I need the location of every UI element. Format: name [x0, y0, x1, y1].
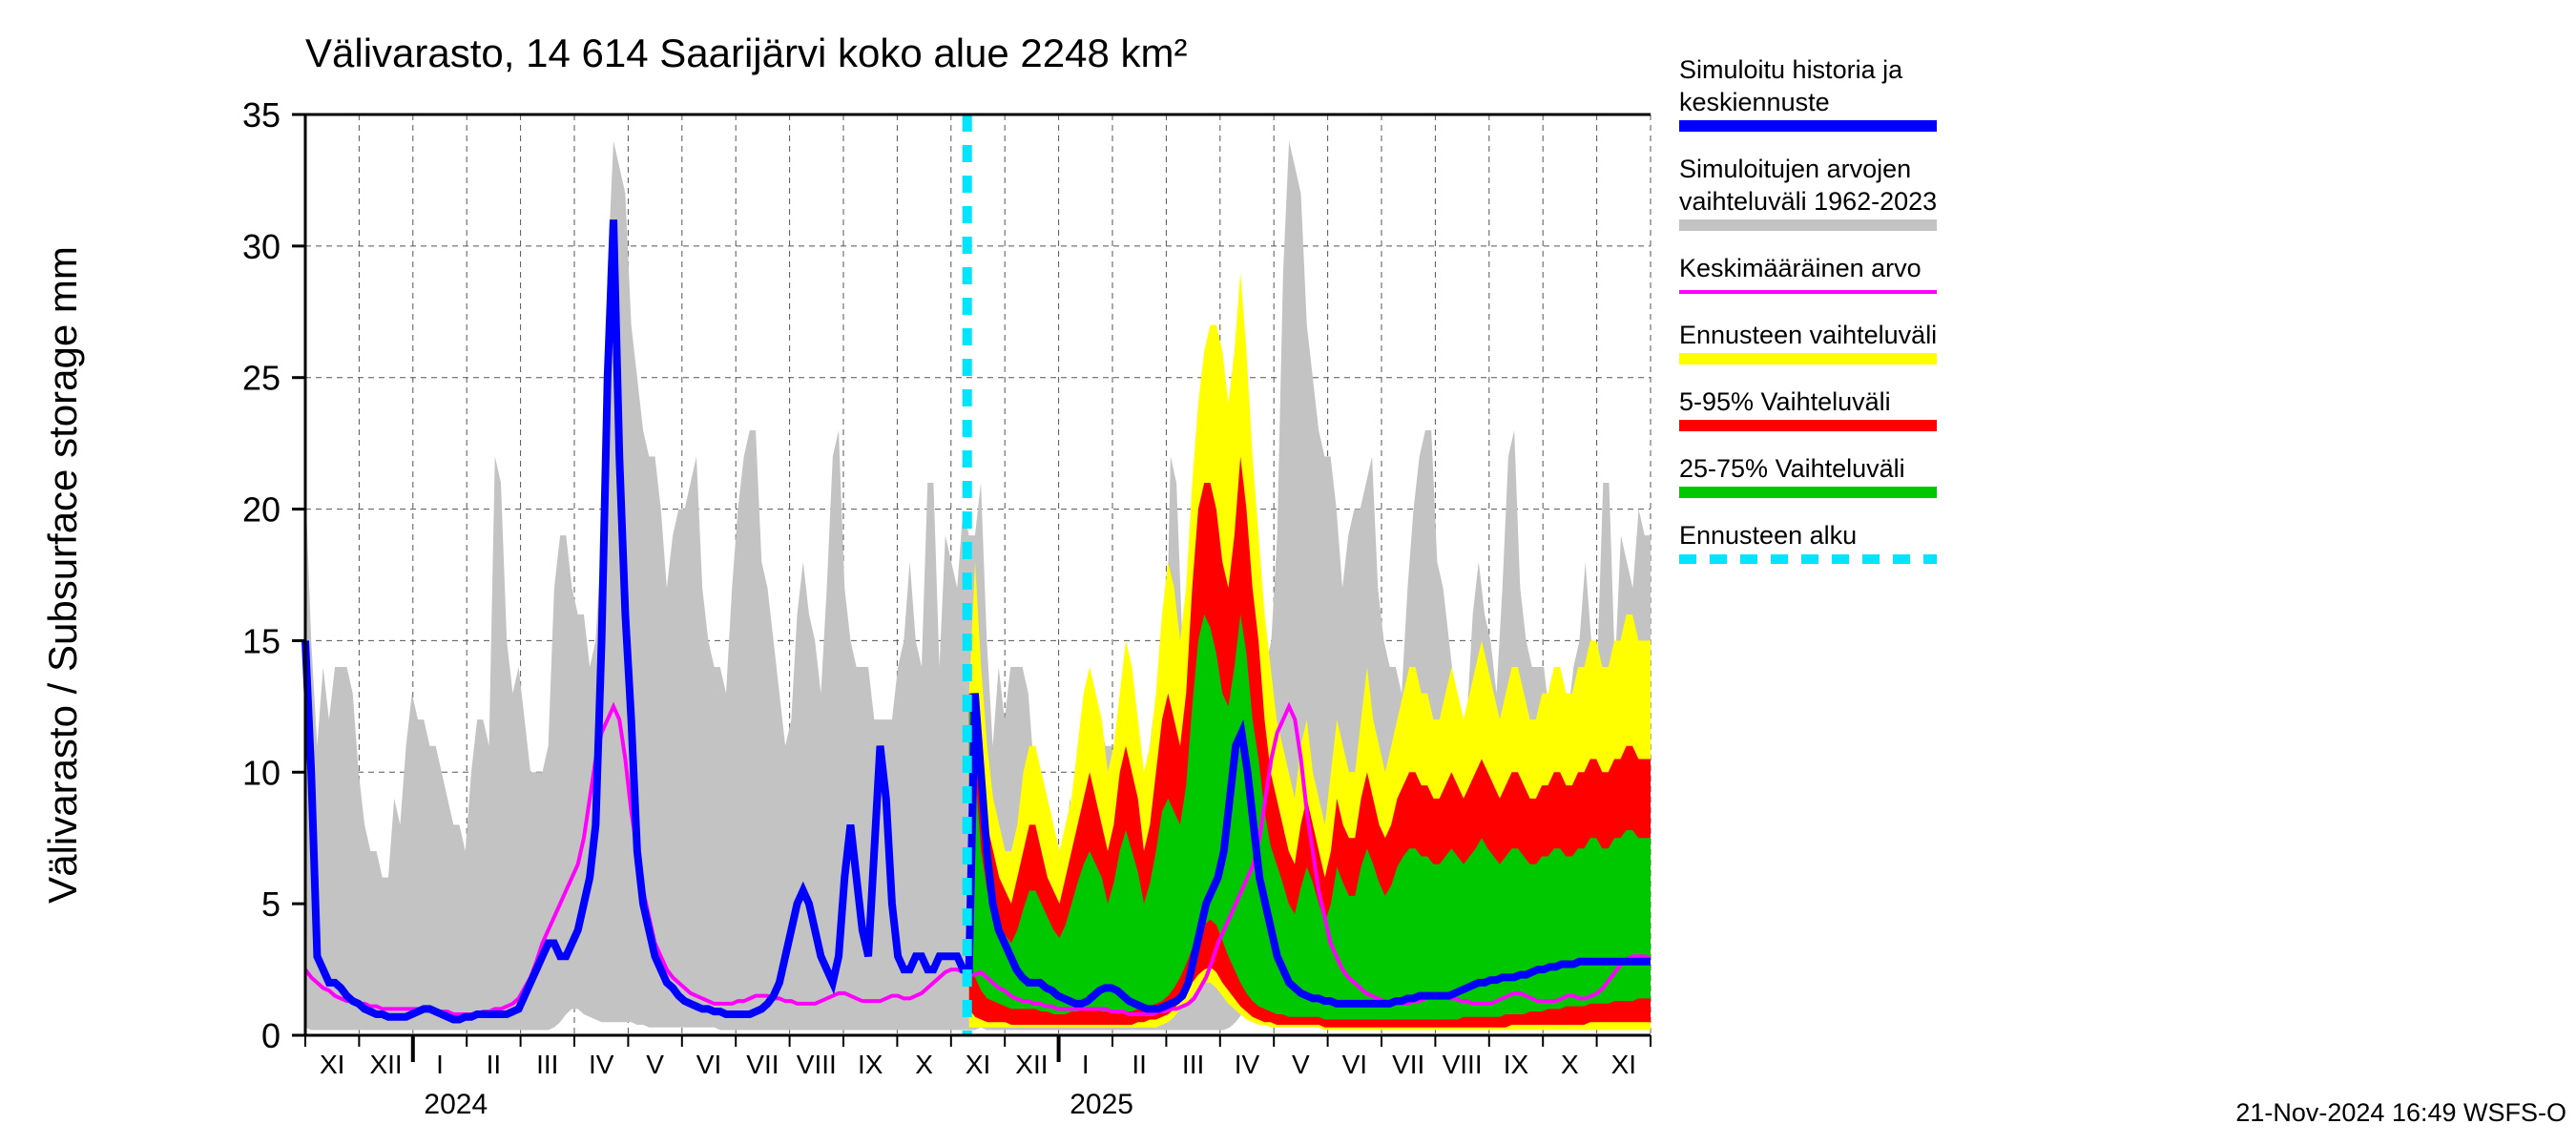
month-label: II [487, 1050, 502, 1079]
year-label: 2025 [1070, 1089, 1133, 1120]
month-label: IX [1504, 1050, 1529, 1079]
month-label: IV [589, 1050, 614, 1079]
month-label: XII [369, 1050, 402, 1079]
month-label: IV [1235, 1050, 1260, 1079]
month-label: VI [696, 1050, 721, 1079]
month-label: XI [1611, 1050, 1636, 1079]
legend-swatch [1679, 487, 1937, 498]
month-label: X [1561, 1050, 1579, 1079]
legend-swatch [1679, 120, 1937, 132]
month-label: V [1292, 1050, 1310, 1079]
month-label: III [536, 1050, 558, 1079]
chart-title: Välivarasto, 14 614 Saarijärvi koko alue… [305, 31, 1188, 75]
y-tick-label: 20 [242, 490, 280, 530]
y-tick-label: 10 [242, 753, 280, 792]
month-label: IX [858, 1050, 883, 1079]
y-tick-label: 35 [242, 95, 280, 135]
legend-label: 5-95% Vaihteluväli [1679, 387, 1891, 416]
legend-label: Keskimääräinen arvo [1679, 254, 1922, 282]
footer-timestamp: 21-Nov-2024 16:49 WSFS-O [2235, 1098, 2566, 1127]
month-label: VIII [797, 1050, 837, 1079]
month-label: XI [966, 1050, 990, 1079]
month-label: VI [1342, 1050, 1367, 1079]
legend-label: Ennusteen alku [1679, 521, 1857, 550]
month-label: XII [1015, 1050, 1048, 1079]
y-tick-label: 0 [261, 1016, 280, 1055]
legend-label: 25-75% Vaihteluväli [1679, 454, 1905, 483]
legend-swatch [1679, 219, 1937, 231]
month-label: V [646, 1050, 664, 1079]
legend-label: Ennusteen vaihteluväli [1679, 321, 1937, 349]
year-label: 2024 [424, 1089, 488, 1120]
legend-label: Simuloitu historia ja [1679, 55, 1903, 84]
month-label: VII [746, 1050, 779, 1079]
month-label: I [436, 1050, 444, 1079]
y-tick-label: 25 [242, 359, 280, 398]
month-label: II [1132, 1050, 1147, 1079]
legend-label: keskiennuste [1679, 88, 1830, 116]
y-tick-label: 5 [261, 885, 280, 924]
legend-swatch [1679, 353, 1937, 364]
legend-swatch [1679, 420, 1937, 431]
legend-label: Simuloitujen arvojen [1679, 155, 1911, 183]
month-label: XI [320, 1050, 344, 1079]
y-axis-label: Välivarasto / Subsurface storage mm [40, 246, 85, 904]
month-label: VIII [1443, 1050, 1483, 1079]
legend-label: vaihteluväli 1962-2023 [1679, 187, 1937, 216]
month-label: X [915, 1050, 933, 1079]
month-label: VII [1392, 1050, 1424, 1079]
y-tick-label: 15 [242, 621, 280, 660]
month-label: I [1082, 1050, 1090, 1079]
hydrology-chart: 05101520253035XIXIIIIIIIIIVVVIVIIVIIIIXX… [0, 0, 2576, 1145]
month-label: III [1182, 1050, 1204, 1079]
y-tick-label: 30 [242, 227, 280, 266]
